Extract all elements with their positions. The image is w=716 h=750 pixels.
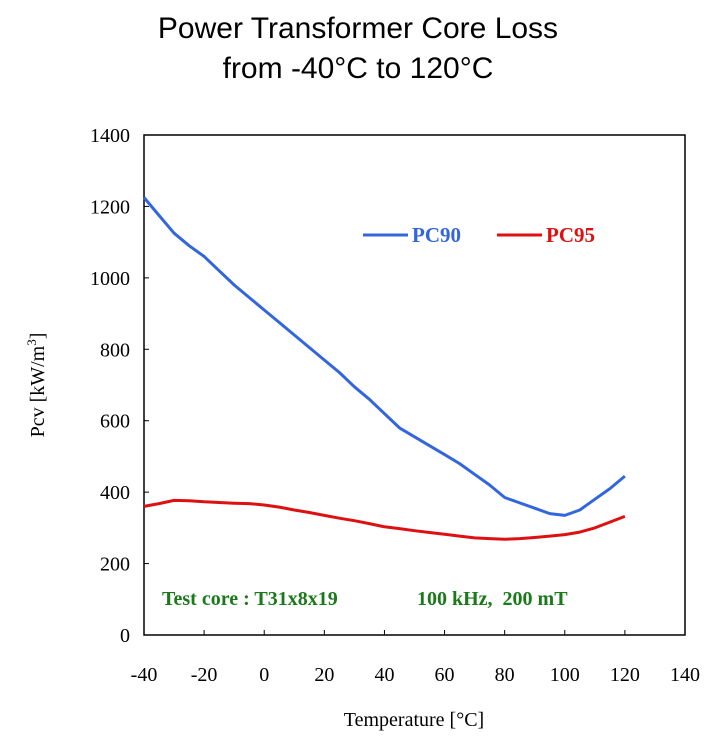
x-tick-label: 60 [435, 664, 455, 686]
annotation-test-core: Test core : T31x8x19 [162, 588, 338, 610]
y-tick-label: 400 [100, 482, 130, 504]
chart-title-line1: Power Transformer Core Loss [157, 12, 559, 45]
y-axis-label-superscript: 3 [24, 339, 39, 346]
x-tick-label: 100 [550, 664, 580, 686]
legend-label-pc95: PC95 [546, 223, 595, 247]
x-tick-label: 80 [495, 664, 515, 686]
x-tick-label: 20 [314, 664, 334, 686]
plot-area-frame [143, 134, 686, 636]
x-tick-label: 120 [610, 664, 640, 686]
y-tick-label: 800 [100, 339, 130, 361]
series-line-pc90 [142, 196, 626, 517]
y-tick-label: 0 [120, 625, 130, 647]
chart-title-line2: from -40°C to 120°C [222, 52, 494, 85]
y-tick-label: 1200 [90, 196, 130, 218]
y-axis-label-main: Pcv [kW/m [27, 345, 49, 437]
series-lines [142, 196, 626, 541]
y-tick-label: 200 [100, 554, 130, 576]
x-tick-label: 0 [259, 664, 269, 686]
y-axis-label: Pcv [kW/m3] [24, 333, 49, 438]
annotation-conditions: 100 kHz, 200 mT [417, 588, 568, 610]
x-tick-label: 140 [670, 664, 700, 686]
y-tick-label: 1400 [90, 125, 130, 147]
y-tick-label: 1000 [90, 268, 130, 290]
x-axis-ticks: -40 -20 0 20 40 60 80 100 120 140 [131, 630, 700, 686]
x-axis-label: Temperature [°C] [344, 709, 484, 731]
legend-label-pc90: PC90 [412, 223, 461, 247]
y-axis-ticks: 0 200 400 600 800 1000 1200 1400 [90, 125, 149, 647]
x-tick-label: 40 [374, 664, 394, 686]
y-axis-label-end: ] [27, 333, 49, 340]
x-tick-label: -40 [131, 664, 158, 686]
x-tick-label: -20 [191, 664, 218, 686]
series-line-pc95 [143, 498, 626, 541]
y-tick-label: 600 [100, 411, 130, 433]
